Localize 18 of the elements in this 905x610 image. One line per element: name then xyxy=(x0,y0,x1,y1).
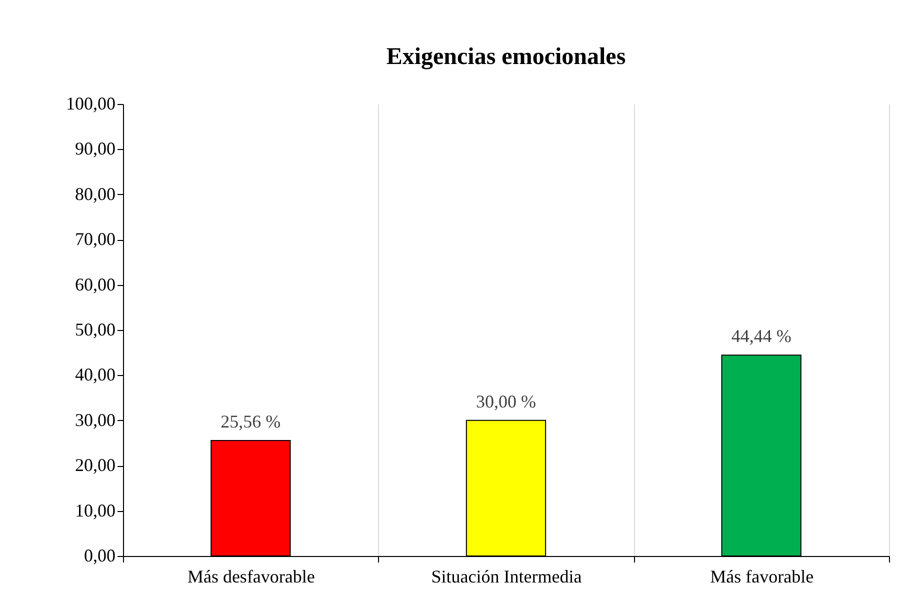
y-tick-label: 60,00 xyxy=(75,274,116,294)
data-label: 25,56 % xyxy=(220,411,281,432)
x-tick-label: Situación Intermedia xyxy=(431,566,582,586)
y-tick-label: 10,00 xyxy=(75,500,116,520)
y-tick-label: 20,00 xyxy=(75,455,116,476)
y-tick-label: 50,00 xyxy=(75,320,116,340)
x-tick-label: Más desfavorable xyxy=(187,566,315,586)
y-tick-label: 80,00 xyxy=(75,184,116,204)
x-tick-label: Más favorable xyxy=(710,566,814,586)
chart-title: Exigencias emocionales xyxy=(386,44,626,70)
y-tick-label: 70,00 xyxy=(75,229,116,250)
y-tick-label: 0,00 xyxy=(84,546,116,566)
data-label: 44,44 % xyxy=(731,326,792,346)
data-label: 30,00 % xyxy=(476,391,536,412)
y-tick-label: 40,00 xyxy=(75,364,116,385)
y-tick-label: 100,00 xyxy=(66,94,116,114)
y-tick-label: 90,00 xyxy=(75,138,116,159)
y-tick-label: 30,00 xyxy=(75,410,116,430)
